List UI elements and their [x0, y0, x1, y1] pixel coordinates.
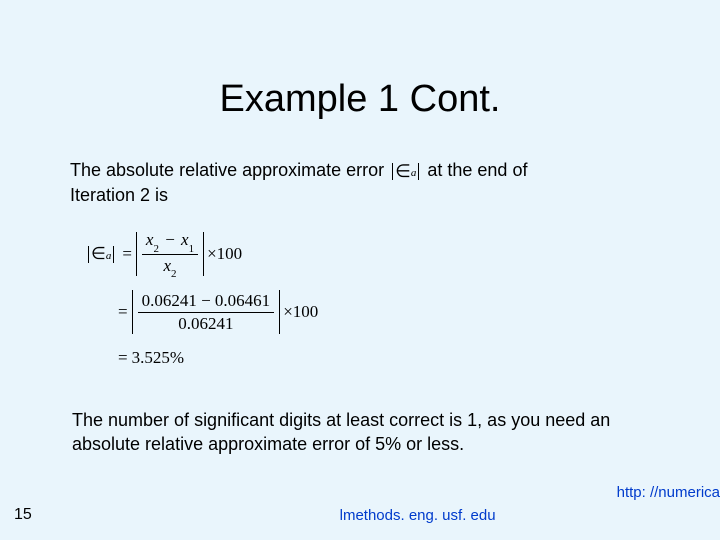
eq-line-3: = 3.525%: [114, 348, 318, 368]
slide: Example 1 Cont. The absolute relative ap…: [0, 0, 720, 540]
footer-right-link[interactable]: http: //numerica: [617, 484, 720, 501]
intro-line2: Iteration 2 is: [70, 185, 168, 205]
intro-suffix: at the end of: [427, 160, 527, 180]
intro-prefix: The absolute relative approximate error: [70, 160, 384, 180]
epsilon-inline: ∈a: [392, 159, 419, 183]
footer-center-link[interactable]: lmethods. eng. usf. edu: [340, 507, 496, 524]
intro-text: The absolute relative approximate error …: [70, 158, 670, 208]
conclusion-text: The number of significant digits at leas…: [72, 408, 672, 457]
slide-title: Example 1 Cont.: [0, 78, 720, 121]
equation-block: ∈a = x2 − x1 x2 ×100 =: [88, 232, 318, 382]
eq-line-2: = 0.06241 − 0.06461 0.06241 ×100: [114, 290, 318, 334]
slide-number: 15: [14, 506, 32, 524]
eq-line-1: ∈a = x2 − x1 x2 ×100: [88, 232, 318, 276]
